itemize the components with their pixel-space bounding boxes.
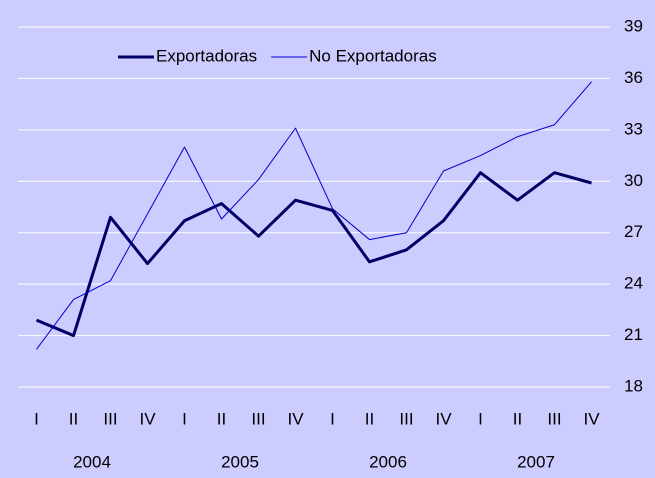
- y-tick-label: 33: [624, 119, 643, 138]
- x-tick-label: III: [399, 409, 413, 428]
- y-tick-label: 36: [624, 68, 643, 87]
- y-tick-label: 39: [624, 16, 643, 35]
- year-label: 2006: [369, 452, 407, 471]
- year-label: 2005: [221, 452, 259, 471]
- year-label: 2004: [73, 452, 111, 471]
- series-line: [36, 81, 592, 350]
- y-tick-label: 24: [624, 274, 643, 293]
- x-tick-label: I: [330, 409, 335, 428]
- legend-label: Exportadoras: [156, 46, 257, 65]
- series-line: [35, 171, 592, 338]
- x-tick-label: IV: [287, 409, 304, 428]
- x-tick-label: IV: [435, 409, 452, 428]
- y-tick-label: 27: [624, 222, 643, 241]
- x-tick-label: II: [365, 409, 374, 428]
- x-tick-label: IV: [139, 409, 156, 428]
- x-tick-label: I: [182, 409, 187, 428]
- y-tick-label: 30: [624, 171, 643, 190]
- legend-label: No Exportadoras: [309, 46, 437, 65]
- x-tick-label: II: [69, 409, 78, 428]
- x-tick-label: III: [251, 409, 265, 428]
- x-tick-label: I: [34, 409, 39, 428]
- x-tick-label: II: [217, 409, 226, 428]
- y-tick-label: 18: [624, 376, 643, 395]
- year-label: 2007: [517, 452, 555, 471]
- x-tick-label: III: [103, 409, 117, 428]
- x-tick-label: IV: [583, 409, 600, 428]
- x-tick-label: II: [513, 409, 522, 428]
- y-tick-label: 21: [624, 325, 643, 344]
- x-tick-label: III: [547, 409, 561, 428]
- x-tick-label: I: [478, 409, 483, 428]
